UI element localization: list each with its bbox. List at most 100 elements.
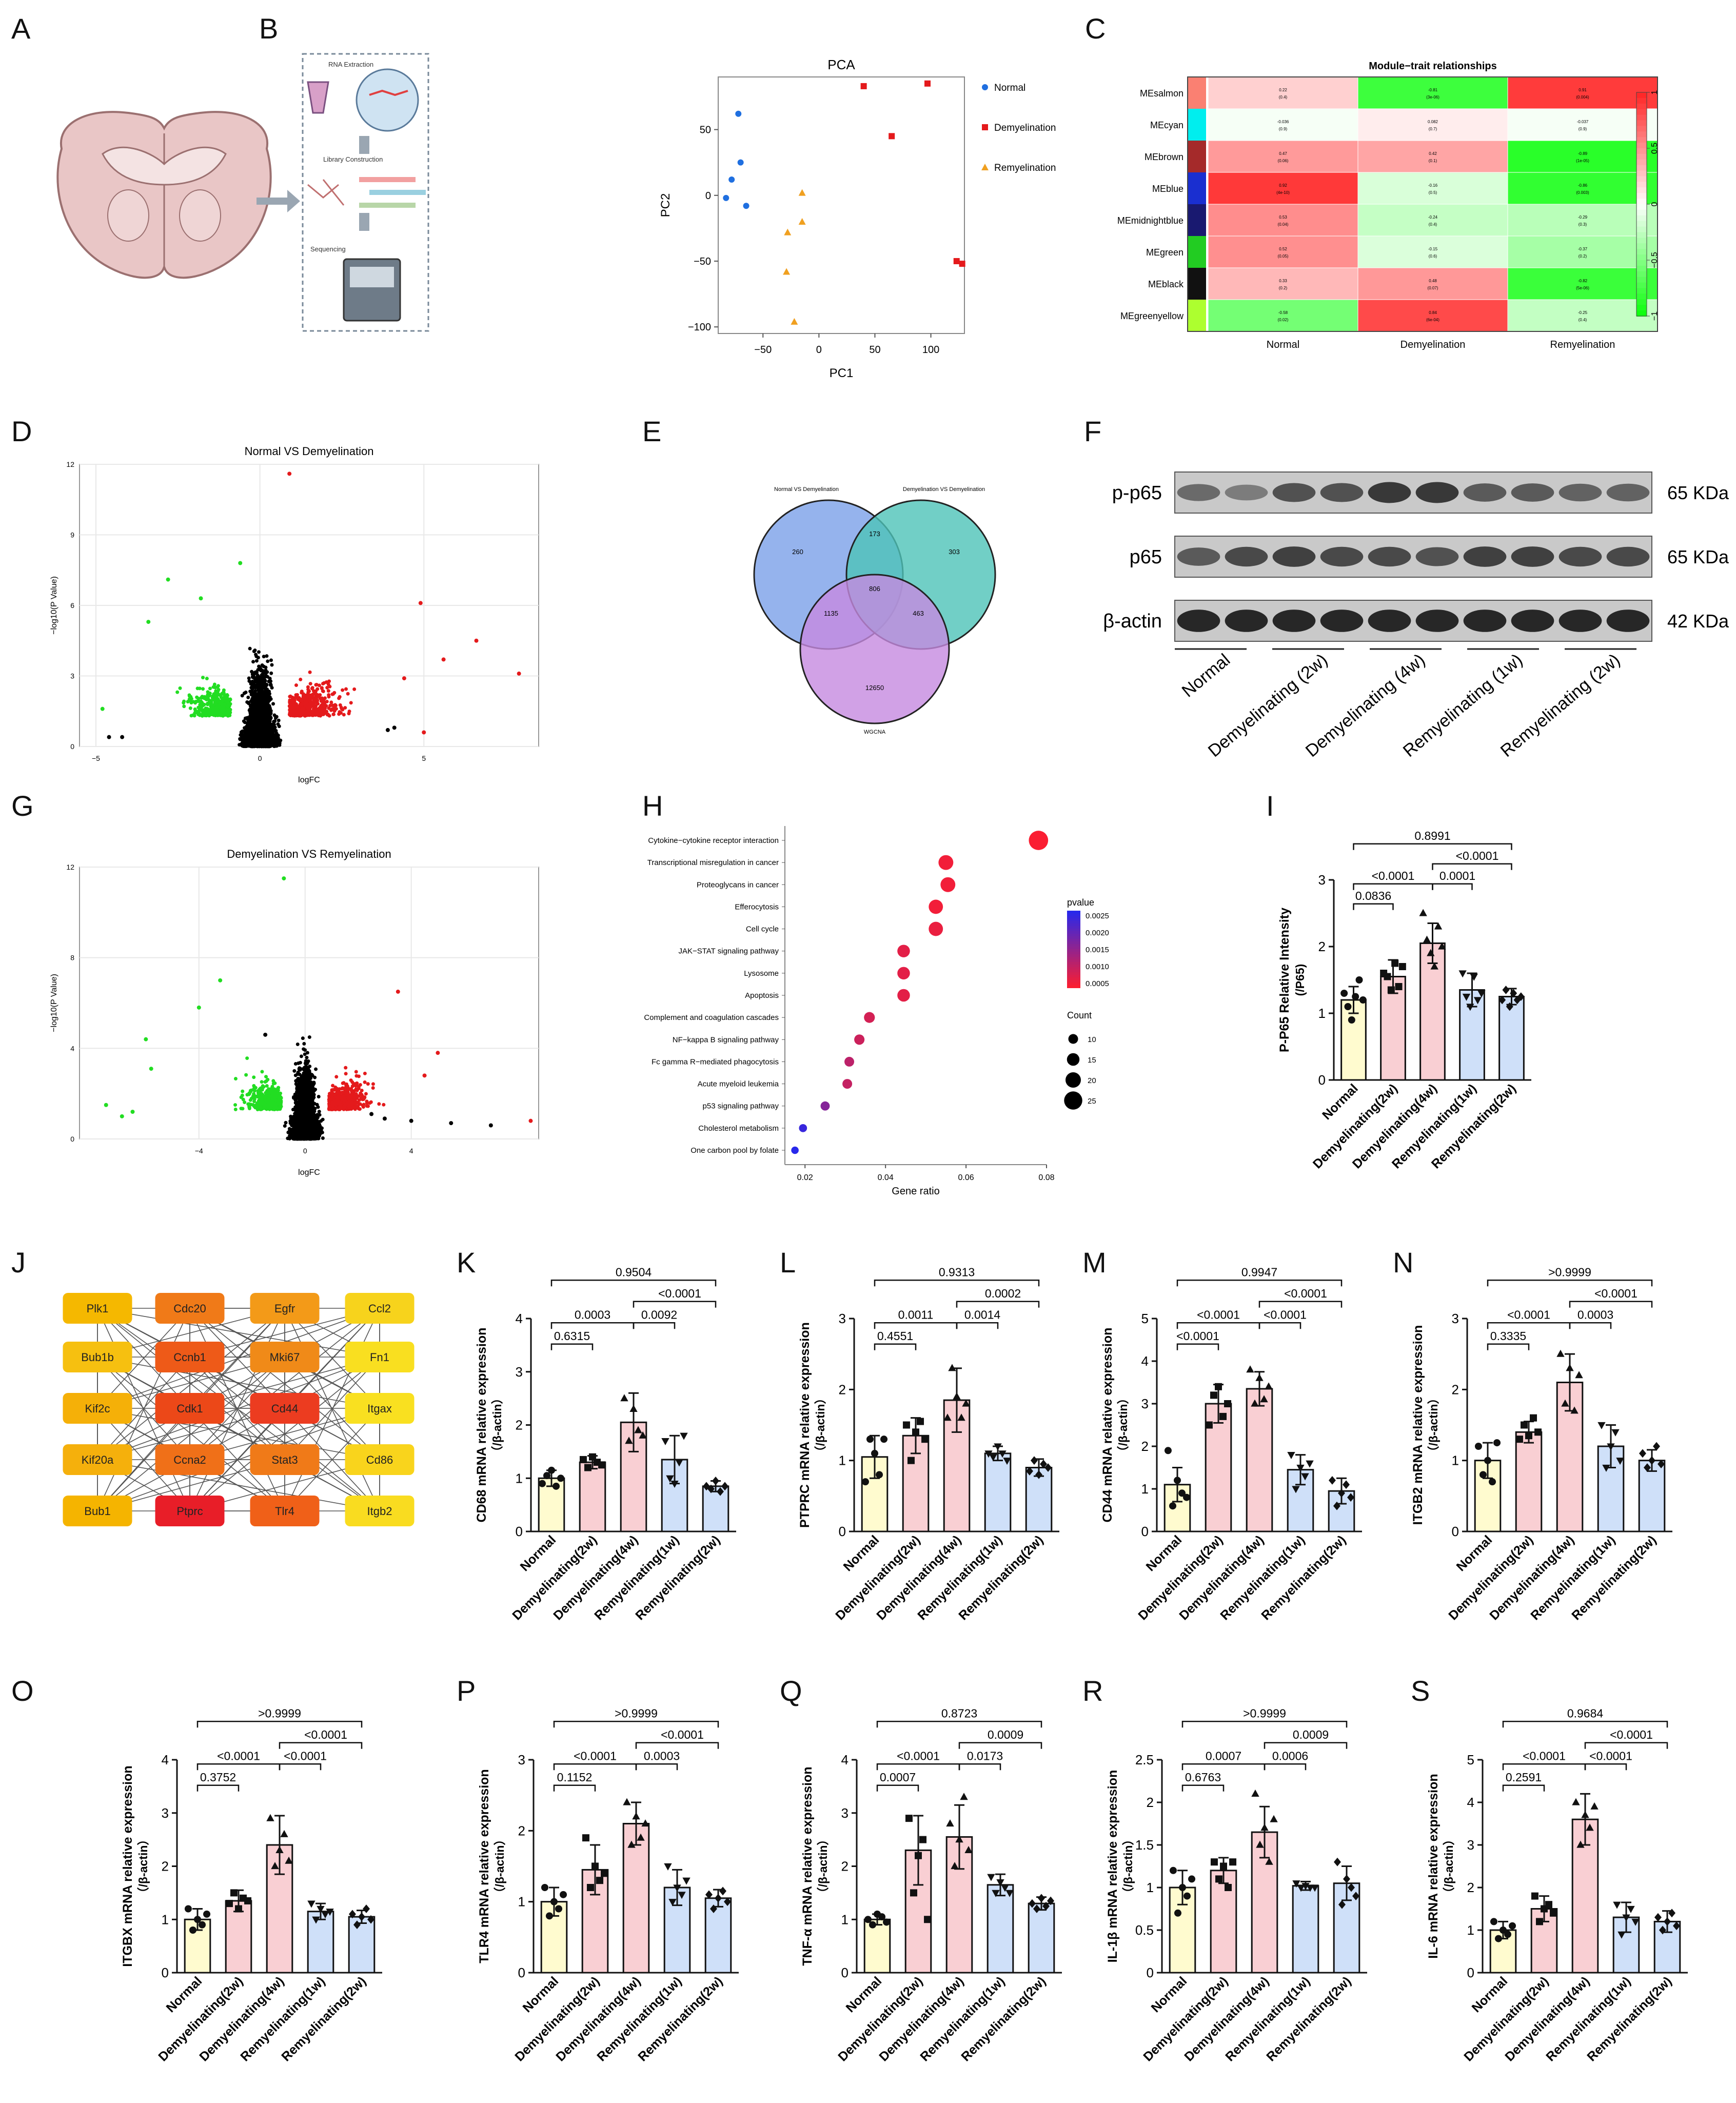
down-arrow-1: [359, 136, 369, 154]
panel-letter-c: C: [1085, 12, 1106, 45]
volcano-point-ns: [260, 735, 264, 739]
down-arrow-2: [359, 213, 369, 231]
heatmap-cell: [1357, 140, 1508, 173]
colorbar-segment: [1636, 288, 1647, 294]
panel-letters: A B CD E FG H IJ K L M NO P Q R S: [11, 12, 1430, 1707]
heatmap-row-label: MEgreenyellow: [1120, 311, 1184, 321]
heatmap-cell-pvalue: (0.07): [1428, 286, 1438, 290]
heatmap-cell-value: -0.86: [1578, 183, 1588, 188]
colorbar-segment: [1636, 277, 1647, 283]
volcano-point-ns: [241, 744, 245, 748]
volcano-point-down: [182, 704, 186, 709]
volcano-point-up: [314, 683, 318, 687]
legend-marker-remyelination: [981, 164, 989, 170]
colorbar-segment: [1636, 209, 1647, 216]
pca-point-remyelination: [798, 189, 806, 196]
panel-letter-j: J: [11, 1246, 26, 1279]
pca-xlabel: PC1: [830, 366, 854, 380]
panel-letter-a: A: [11, 12, 31, 45]
panel-letter-e: E: [642, 415, 661, 447]
volcano-point-ns: [257, 738, 261, 742]
colorbar-segment: [1636, 305, 1647, 311]
volcano-point-outlier: [238, 561, 243, 565]
volcano-point-up: [308, 682, 312, 686]
volcano-point-ns: [250, 672, 254, 676]
heatmap-cell-value: 0.47: [1279, 151, 1287, 156]
volcano-point-ns: [250, 697, 254, 701]
heatmap-cell-value: -0.15: [1428, 247, 1438, 251]
volcano-point-ns: [269, 733, 273, 737]
heatmap-cell: [1357, 299, 1508, 332]
volcano-point-up: [349, 701, 353, 705]
heatmap-cell-value: 0.082: [1428, 120, 1438, 124]
heatmap-cell-pvalue: (6e-04): [1426, 318, 1439, 322]
volcano-point-down: [187, 693, 191, 697]
volcano-point-ns: [245, 724, 249, 728]
step-rna-extraction: RNA Extraction: [328, 61, 373, 68]
volcano-point-outlier: [474, 638, 479, 643]
colorbar-tick-label: −0.5: [1650, 252, 1659, 268]
volcano-point-up: [289, 709, 293, 713]
volcano-ytick-label: 12: [66, 863, 74, 871]
legend-label: Normal: [994, 83, 1025, 93]
colorbar-segment: [1636, 199, 1647, 205]
volcano-point-ns: [267, 690, 271, 694]
volcano-point-up: [321, 681, 325, 685]
volcano-point-ns: [253, 703, 258, 707]
volcano-point-up: [331, 712, 336, 716]
colorbar-segment: [1636, 176, 1647, 183]
heatmap-cell: [1357, 108, 1508, 141]
panel-letter-f: F: [1084, 415, 1101, 447]
pca-ytick-label: −50: [694, 256, 711, 267]
volcano-point-ns: [275, 738, 279, 742]
volcano-point-outlier: [199, 596, 203, 601]
volcano-point-ns: [262, 699, 266, 703]
heatmap-cell-value: 0.48: [1429, 279, 1437, 283]
volcano-point-down: [208, 691, 212, 695]
volcano-point-up: [299, 677, 303, 681]
volcano-point-down: [215, 704, 220, 709]
heatmap-cell-pvalue: (0.06): [1278, 159, 1289, 163]
volcano-point-outlier: [418, 601, 423, 605]
volcano-point-up: [298, 702, 302, 706]
volcano-point-up: [339, 711, 343, 715]
heatmap-cell-pvalue: (3e-06): [1426, 95, 1439, 100]
volcano-point-ns: [268, 676, 272, 680]
volcano-point-outlier: [392, 725, 397, 730]
volcano-point-outlier: [517, 671, 521, 676]
volcano-point-down: [225, 711, 229, 715]
heatmap-col-label: Remyelination: [1550, 339, 1615, 350]
pca-ytick-label: 0: [705, 190, 711, 202]
heatmap-cell-pvalue: (1e-05): [1576, 159, 1589, 163]
heatmap-cell: [1357, 172, 1508, 205]
heatmap-cell-pvalue: (0.2): [1279, 286, 1288, 290]
colorbar-segment: [1636, 226, 1647, 233]
volcano-point-ns: [254, 659, 259, 663]
volcano-point-up: [300, 711, 304, 715]
volcano-point-ns: [273, 725, 277, 730]
colorbar-tick-label: 0: [1650, 202, 1659, 206]
heatmap-cell: [1507, 140, 1658, 173]
volcano-point-ns: [251, 660, 255, 664]
volcano-ytick-label: 0: [70, 1135, 74, 1143]
volcano-point-down: [211, 685, 215, 689]
heatmap-cell: [1208, 299, 1358, 332]
volcano-point-outlier: [441, 657, 446, 662]
colorbar-segment: [1636, 187, 1647, 194]
pca-point-remyelination: [784, 228, 792, 235]
volcano-point-up: [320, 686, 324, 691]
volcano-xtick-label: −5: [92, 754, 100, 762]
panel-letter-d: D: [11, 415, 32, 447]
pca-point-normal: [743, 203, 749, 209]
heatmap-cell-pvalue: (0.1): [1429, 159, 1437, 163]
colorbar-segment: [1636, 243, 1647, 250]
heatmap-title: Module−trait relationships: [1369, 61, 1496, 72]
volcano-point-up: [310, 710, 314, 714]
volcano-point-ns: [257, 650, 261, 654]
volcano-xlabel: logFC: [298, 1168, 320, 1177]
volcano-point-ns: [253, 695, 258, 699]
volcano-xtick-label: 0: [303, 1147, 307, 1155]
heatmap-cell: [1507, 267, 1658, 300]
volcano-point-ns: [253, 648, 257, 653]
